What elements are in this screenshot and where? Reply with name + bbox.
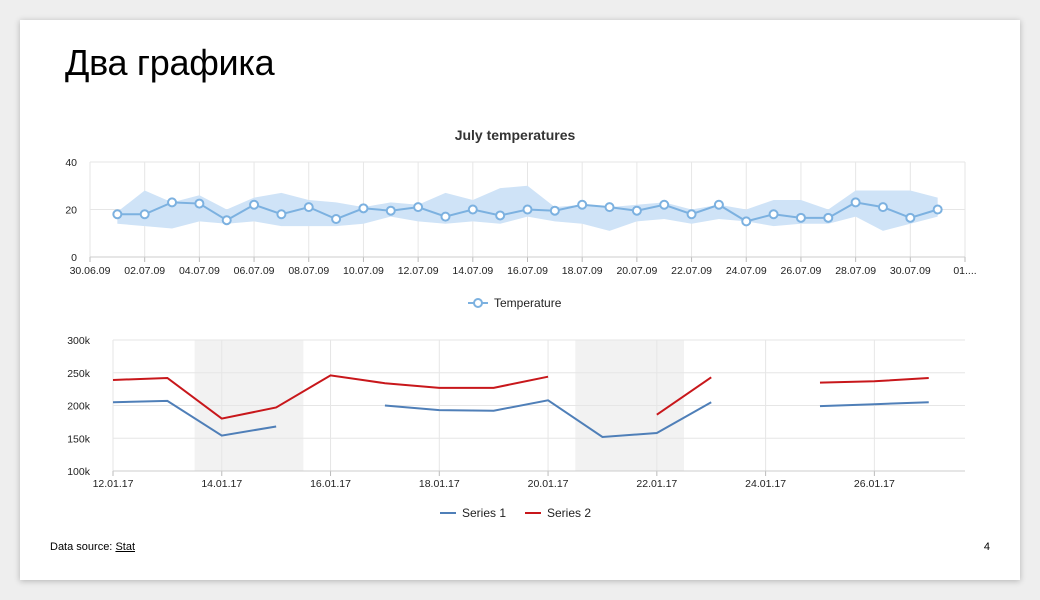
temperature-point [522,204,533,215]
x-tick-label: 12.07.09 [398,265,439,277]
temperature-point [932,204,943,215]
temperature-point [604,202,615,213]
temperature-point [331,214,342,224]
x-tick-label: 28.07.09 [835,265,876,277]
y-tick-label: 250k [67,368,91,380]
series-2-line [819,376,929,384]
temperature-point [221,215,232,226]
temperature-point [741,216,752,227]
slide-title: Два графика [65,42,275,83]
y-tick-label: 300k [67,335,91,347]
x-tick-label: 14.07.09 [452,265,493,277]
y-tick-label: 20 [65,205,77,217]
series-1-line [384,399,712,438]
temperature-point [385,205,396,216]
temperature-point [194,198,205,209]
x-tick-label: 26.07.09 [781,265,822,277]
temperature-point [112,209,123,220]
series-2-line [656,376,712,416]
x-tick-label: 22.01.17 [636,478,677,490]
x-tick-label: 16.07.09 [507,265,548,277]
series-2-line [112,374,549,420]
legend-label-series-1: Series 1 [462,506,506,520]
x-tick-label: 10.07.09 [343,265,384,277]
x-tick-label: 14.01.17 [201,478,242,490]
temperature-point [440,211,451,222]
data-source: Data source: Stat [50,541,135,553]
data-source-label: Data source: [50,541,113,553]
x-tick-label: 24.07.09 [726,265,767,277]
x-tick-label: 30.07.09 [890,265,931,277]
x-tick-label: 16.01.17 [310,478,351,490]
y-tick-label: 0 [71,252,77,264]
legend-marker-temperature [473,298,483,308]
y-tick-label: 150k [67,433,91,445]
y-tick-label: 100k [67,466,91,478]
x-tick-label: 24.01.17 [745,478,786,490]
x-tick-label: 02.07.09 [124,265,165,277]
x-tick-label: 30.06.09 [70,265,111,277]
temperature-point [850,197,861,208]
temperature-point [467,204,478,215]
temperature-point [495,210,506,221]
x-tick-label: 22.07.09 [671,265,712,277]
x-tick-label: 20.07.09 [616,265,657,277]
temperature-point [795,212,806,223]
temperature-point [276,209,287,220]
temperature-point [905,212,916,223]
chart-title: July temperatures [455,127,576,143]
page-number: 4 [983,541,990,553]
series-1-line [112,399,277,437]
y-tick-label: 200k [67,401,91,413]
x-tick-label: 20.01.17 [528,478,569,490]
temperature-point [413,202,424,213]
series-1-line [819,401,929,408]
temperature-point [631,205,642,216]
x-tick-label: 18.07.09 [562,265,603,277]
x-tick-label: 26.01.17 [854,478,895,490]
temperature-point [549,205,560,216]
x-tick-label: 01.... [953,265,976,277]
temperature-point [167,197,178,208]
legend-label-temperature: Temperature [494,296,562,310]
temperature-point [139,209,150,220]
temperature-point [713,199,724,210]
temperature-point [358,203,369,214]
temperature-point [768,209,779,220]
temperature-point [577,199,588,210]
temperature-point [823,212,834,223]
temperature-point [686,209,697,220]
temperature-point [303,202,314,213]
x-tick-label: 06.07.09 [234,265,275,277]
temperature-point [659,199,670,210]
data-source-link[interactable]: Stat [115,541,136,553]
x-tick-label: 12.01.17 [93,478,134,490]
x-tick-label: 04.07.09 [179,265,220,277]
y-tick-label: 40 [65,157,77,169]
legend-label-series-2: Series 2 [547,506,591,520]
x-tick-label: 18.01.17 [419,478,460,490]
temperature-point [877,202,888,213]
slide: Два графика July temperatures 30.06.09 02.… [20,20,1020,580]
x-tick-label: 08.07.09 [288,265,329,277]
temperature-point [249,199,260,210]
charts-canvas: July temperatures 30.06.09 02.07.09 04.07.0… [65,127,976,520]
